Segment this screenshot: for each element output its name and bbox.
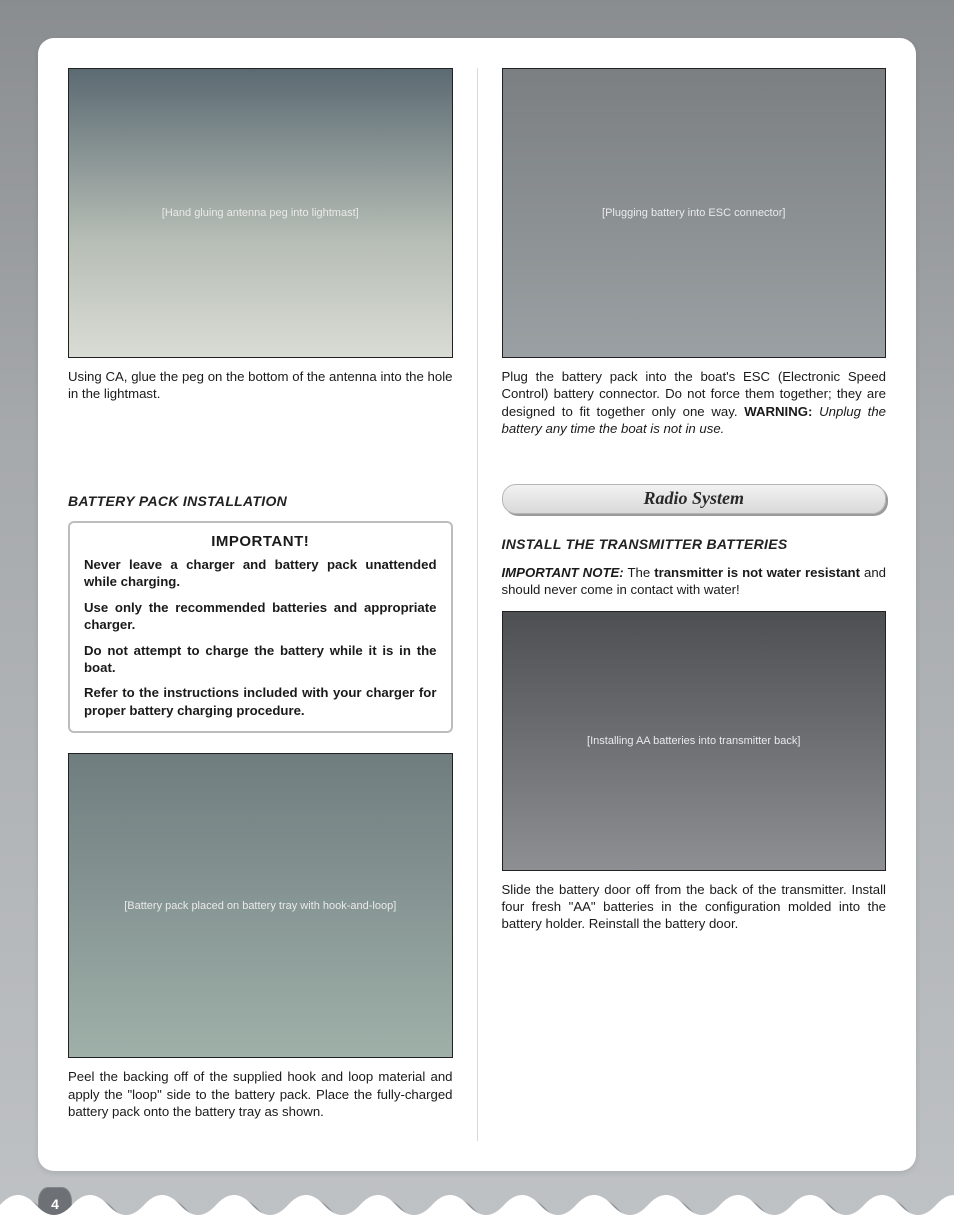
heading-install-tx-batteries: INSTALL THE TRANSMITTER BATTERIES <box>502 536 887 552</box>
important-note-mid: The <box>624 565 654 580</box>
warning-label: WARNING: <box>744 404 819 419</box>
photo-alt: [Battery pack placed on battery tray wit… <box>124 900 396 912</box>
right-column: [Plugging battery into ESC connector] Pl… <box>502 68 887 1141</box>
footer-wave <box>0 1171 954 1227</box>
page-number-tab: 4 <box>38 1187 72 1221</box>
page-number: 4 <box>51 1196 59 1212</box>
column-divider <box>477 68 478 1141</box>
photo-transmitter-batteries: [Installing AA batteries into transmitte… <box>502 611 887 871</box>
section-heading-radio-system: Radio System <box>502 484 887 514</box>
important-line-2: Use only the recommended batteries and a… <box>84 599 437 634</box>
photo-esc-plug: [Plugging battery into ESC connector] <box>502 68 887 358</box>
heading-battery-pack-installation: BATTERY PACK INSTALLATION <box>68 493 453 509</box>
caption-battery-tray: Peel the backing off of the supplied hoo… <box>68 1068 453 1120</box>
two-column-layout: [Hand gluing antenna peg into lightmast]… <box>68 68 886 1141</box>
important-line-1: Never leave a charger and battery pack u… <box>84 556 437 591</box>
important-note-line: IMPORTANT NOTE: The transmitter is not w… <box>502 564 887 599</box>
important-title: IMPORTANT! <box>84 533 437 550</box>
photo-antenna-glue: [Hand gluing antenna peg into lightmast] <box>68 68 453 358</box>
caption-antenna: Using CA, glue the peg on the bottom of … <box>68 368 453 403</box>
caption-transmitter: Slide the battery door off from the back… <box>502 881 887 933</box>
important-line-4: Refer to the instructions included with … <box>84 684 437 719</box>
photo-battery-tray: [Battery pack placed on battery tray wit… <box>68 753 453 1058</box>
important-note-lead: IMPORTANT NOTE: <box>502 565 624 580</box>
section-band-label: Radio System <box>502 484 887 514</box>
page-card: [Hand gluing antenna peg into lightmast]… <box>38 38 916 1171</box>
photo-alt: [Hand gluing antenna peg into lightmast] <box>162 207 359 219</box>
left-column: [Hand gluing antenna peg into lightmast]… <box>68 68 453 1141</box>
photo-alt: [Plugging battery into ESC connector] <box>602 207 785 219</box>
important-note-strong: transmitter is not water resistant <box>654 565 860 580</box>
caption-esc: Plug the battery pack into the boat's ES… <box>502 368 887 438</box>
important-line-3: Do not attempt to charge the battery whi… <box>84 642 437 677</box>
spacer <box>502 599 887 611</box>
spacer <box>68 733 453 753</box>
photo-alt: [Installing AA batteries into transmitte… <box>587 735 800 747</box>
important-box: IMPORTANT! Never leave a charger and bat… <box>68 521 453 733</box>
